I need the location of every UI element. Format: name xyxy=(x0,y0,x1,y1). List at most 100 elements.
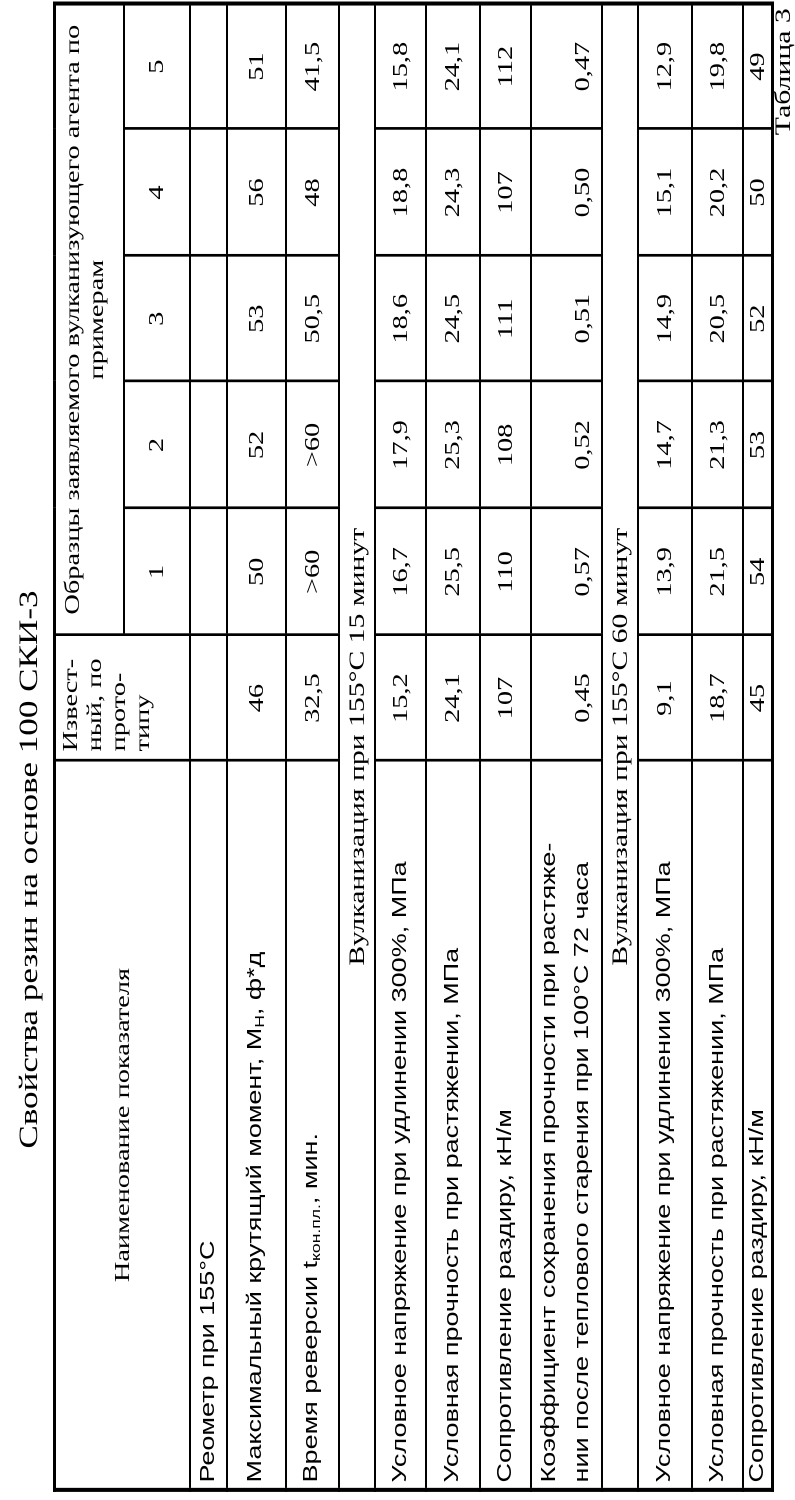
sample-value: 21,3 xyxy=(692,382,743,509)
sample-value: 25,3 xyxy=(426,382,480,509)
row-label: Условное напряжение при удлинении 300%, … xyxy=(638,761,692,1490)
prototype-value xyxy=(190,635,227,761)
sample-value: 112 xyxy=(480,3,531,129)
prototype-value: 9,1 xyxy=(638,635,692,761)
sample-number: 3 xyxy=(124,256,190,382)
sample-value: 24,3 xyxy=(426,129,480,256)
sample-value: >60 xyxy=(286,382,339,509)
prototype-value: 107 xyxy=(480,635,531,761)
sample-value xyxy=(190,3,227,129)
properties-table: Наименование показателя Извест- ный, по … xyxy=(53,1,774,1491)
sample-number: 4 xyxy=(124,129,190,256)
prototype-header: Извест- ный, по прото- типу xyxy=(55,635,190,761)
indicator-header: Наименование показателя xyxy=(55,761,190,1490)
sample-number: 1 xyxy=(124,508,190,635)
sample-value: 20,2 xyxy=(692,129,743,256)
row-label: Условная прочность при растяжении, МПа xyxy=(692,761,743,1490)
sample-value: 15,1 xyxy=(638,129,692,256)
sample-value: 50 xyxy=(743,129,773,256)
row-label-text: Сопротивление раздиру, кН/м xyxy=(494,1109,516,1482)
section-title: Вулканизация при 155°C 15 минут xyxy=(339,3,375,1489)
sample-value: 18,8 xyxy=(375,129,426,256)
sample-value: 53 xyxy=(743,382,773,509)
sample-value: 50 xyxy=(227,508,286,635)
table-row: Условное напряжение при удлинении 300%, … xyxy=(375,3,426,1489)
sample-value: 41,5 xyxy=(286,3,339,129)
row-label: Сопротивление раздиру, кН/м xyxy=(743,761,773,1490)
prototype-header-line: типу xyxy=(130,637,154,752)
sample-value: 0,51 xyxy=(531,256,602,382)
sample-value: 25,5 xyxy=(426,508,480,635)
sample-value xyxy=(190,508,227,635)
sample-value: 12,9 xyxy=(638,3,692,129)
table-row: Сопротивление раздиру, кН/м1071101081111… xyxy=(480,3,531,1489)
sample-number: 2 xyxy=(124,382,190,509)
sample-value: 110 xyxy=(480,508,531,635)
row-label-suffix: , мин. xyxy=(300,1133,322,1204)
sample-value: 17,9 xyxy=(375,382,426,509)
sample-value: 15,8 xyxy=(375,3,426,129)
table-row: Время реверсии tкон.пл., мин.32,5>60>605… xyxy=(286,3,339,1489)
row-label-text: Условное напряжение при удлинении 300%, … xyxy=(653,861,675,1482)
samples-header: Образцы заявляемого вулканизующего агент… xyxy=(55,3,124,635)
row-label-text: Время реверсии t xyxy=(300,1261,322,1483)
row-label-subscript: кон.пл. xyxy=(308,1204,323,1261)
sample-value: >60 xyxy=(286,508,339,635)
prototype-value: 18,7 xyxy=(692,635,743,761)
samples-header-line: Образцы заявляемого вулканизующего агент… xyxy=(56,5,84,633)
sample-value xyxy=(190,256,227,382)
table-row: Реометр при 155°С xyxy=(190,3,227,1489)
row-label: Коэффициент сохранения прочности при рас… xyxy=(531,761,602,1490)
sample-value: 56 xyxy=(227,129,286,256)
sample-value: 20,5 xyxy=(692,256,743,382)
prototype-value: 15,2 xyxy=(375,635,426,761)
table-row: Максимальный крутящий момент, МН, ф*д465… xyxy=(227,3,286,1489)
sample-value: 0,50 xyxy=(531,129,602,256)
sample-value: 16,7 xyxy=(375,508,426,635)
sample-value: 51 xyxy=(227,3,286,129)
sample-value: 52 xyxy=(227,382,286,509)
row-label-text: Максимальный крутящий момент, М xyxy=(244,1028,266,1483)
table-row: Сопротивление раздиру, кН/м455453525049 xyxy=(743,3,773,1489)
table-row: Условное напряжение при удлинении 300%, … xyxy=(638,3,692,1489)
prototype-value: 24,1 xyxy=(426,635,480,761)
header-row: Наименование показателя Извест- ный, по … xyxy=(55,3,124,1489)
row-label: Максимальный крутящий момент, МН, ф*д xyxy=(227,761,286,1490)
sample-value: 0,47 xyxy=(531,3,602,129)
sample-value: 21,5 xyxy=(692,508,743,635)
row-label: Реометр при 155°С xyxy=(190,761,227,1490)
sample-value: 49 xyxy=(743,3,773,129)
section-row: Вулканизация при 155°C 60 минут xyxy=(602,3,638,1489)
sample-value: 53 xyxy=(227,256,286,382)
sample-value: 14,9 xyxy=(638,256,692,382)
sample-value xyxy=(190,129,227,256)
row-label: Условное напряжение при удлинении 300%, … xyxy=(375,761,426,1490)
section-title: Вулканизация при 155°C 60 минут xyxy=(602,3,638,1489)
sample-value: 107 xyxy=(480,129,531,256)
sample-value: 24,5 xyxy=(426,256,480,382)
sample-value: 54 xyxy=(743,508,773,635)
section-row: Вулканизация при 155°C 15 минут xyxy=(339,3,375,1489)
row-label: Сопротивление раздиру, кН/м xyxy=(480,761,531,1490)
sample-value xyxy=(190,382,227,509)
sample-value: 24,1 xyxy=(426,3,480,129)
sample-value: 50,5 xyxy=(286,256,339,382)
row-label-text: Условная прочность при растяжении, МПа xyxy=(706,948,728,1483)
prototype-header-line: прото- xyxy=(106,637,130,752)
sample-value: 48 xyxy=(286,129,339,256)
row-label: Условная прочность при растяжении, МПа xyxy=(426,761,480,1490)
prototype-header-line: Извест- xyxy=(58,637,82,752)
sample-value: 52 xyxy=(743,256,773,382)
prototype-value: 32,5 xyxy=(286,635,339,761)
sample-value: 0,57 xyxy=(531,508,602,635)
row-label-text: Сопротивление раздиру, кН/м xyxy=(746,1109,768,1482)
sample-value: 14,7 xyxy=(638,382,692,509)
table-row: Коэффициент сохранения прочности при рас… xyxy=(531,3,602,1489)
sample-value: 108 xyxy=(480,382,531,509)
sample-value: 111 xyxy=(480,256,531,382)
row-label: Время реверсии tкон.пл., мин. xyxy=(286,761,339,1490)
sample-number: 5 xyxy=(124,3,190,129)
sample-value: 19,8 xyxy=(692,3,743,129)
sample-value: 13,9 xyxy=(638,508,692,635)
